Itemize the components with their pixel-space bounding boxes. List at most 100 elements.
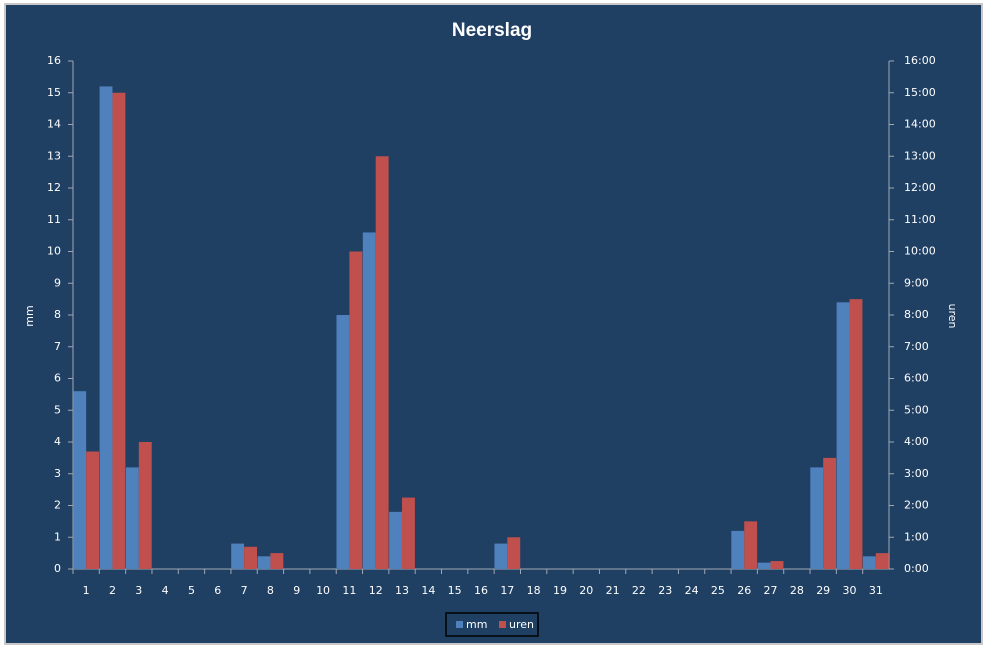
- x-tick-label: 28: [790, 584, 804, 597]
- bar: [731, 530, 745, 569]
- x-tick-label: 22: [632, 584, 646, 597]
- bar: [757, 562, 771, 569]
- y-axis-label: mm: [23, 305, 36, 326]
- x-tick-label: 20: [579, 584, 593, 597]
- x-tick-label: 9: [293, 584, 300, 597]
- bar: [810, 467, 824, 569]
- y2-axis-label: uren: [946, 304, 959, 329]
- x-tick-label: 23: [658, 584, 672, 597]
- x-tick-label: 4: [162, 584, 169, 597]
- y2-tick-label: 3:00: [904, 467, 929, 480]
- y2-tick-label: 10:00: [904, 245, 936, 258]
- chart-title: Neerslag: [452, 20, 532, 41]
- bar: [744, 521, 758, 569]
- x-tick-label: 13: [395, 584, 409, 597]
- y-tick-label: 3: [54, 467, 61, 480]
- y-tick-label: 5: [54, 403, 61, 416]
- legend-swatch: [456, 621, 463, 628]
- x-tick-label: 5: [188, 584, 195, 597]
- y-tick-label: 6: [54, 372, 61, 385]
- x-tick-label: 29: [816, 584, 830, 597]
- x-tick-label: 26: [737, 584, 751, 597]
- bar: [270, 553, 284, 569]
- x-tick-label: 24: [685, 584, 699, 597]
- x-tick-label: 31: [869, 584, 883, 597]
- y2-tick-label: 9:00: [904, 276, 929, 289]
- y-tick-label: 15: [47, 86, 61, 99]
- x-tick-label: 15: [448, 584, 462, 597]
- bar: [849, 299, 863, 569]
- x-tick-label: 7: [241, 584, 248, 597]
- y-tick-label: 1: [54, 530, 61, 543]
- bar: [112, 92, 126, 569]
- legend-box: [445, 612, 539, 637]
- x-tick-label: 25: [711, 584, 725, 597]
- x-tick-label: 6: [214, 584, 221, 597]
- bar: [125, 467, 139, 569]
- legend-label: uren: [509, 618, 534, 631]
- x-tick-label: 10: [316, 584, 330, 597]
- y2-tick-label: 8:00: [904, 308, 929, 321]
- y-tick-label: 10: [47, 245, 61, 258]
- y2-tick-label: 0:00: [904, 562, 929, 575]
- y2-tick-label: 15:00: [904, 86, 936, 99]
- y-tick-label: 9: [54, 276, 61, 289]
- bar: [770, 561, 784, 569]
- y2-tick-label: 5:00: [904, 403, 929, 416]
- bar: [362, 232, 376, 569]
- y-tick-label: 2: [54, 499, 61, 512]
- bar: [336, 315, 350, 569]
- bar: [402, 497, 415, 569]
- x-tick-label: 18: [527, 584, 541, 597]
- y2-tick-label: 7:00: [904, 340, 929, 353]
- y-tick-label: 4: [54, 435, 61, 448]
- x-tick-label: 1: [83, 584, 90, 597]
- y-tick-label: 8: [54, 308, 61, 321]
- y-tick-label: 7: [54, 340, 61, 353]
- x-tick-label: 3: [135, 584, 142, 597]
- y2-tick-label: 16:00: [904, 54, 936, 67]
- x-tick-label: 14: [421, 584, 435, 597]
- bar: [375, 156, 389, 569]
- x-tick-label: 21: [606, 584, 620, 597]
- x-tick-label: 11: [342, 584, 356, 597]
- bar: [823, 457, 837, 569]
- x-tick-label: 27: [764, 584, 778, 597]
- bar: [507, 537, 521, 569]
- x-tick-label: 30: [843, 584, 857, 597]
- bar: [836, 302, 850, 569]
- x-tick-label: 2: [109, 584, 116, 597]
- bar: [257, 556, 271, 569]
- legend-label: mm: [466, 618, 487, 631]
- bar: [875, 553, 889, 569]
- x-tick-label: 12: [369, 584, 383, 597]
- bar: [862, 556, 876, 569]
- y-tick-label: 13: [47, 149, 61, 162]
- y-tick-label: 14: [47, 118, 61, 131]
- x-tick-label: 8: [267, 584, 274, 597]
- y-tick-label: 0: [54, 562, 61, 575]
- bar: [99, 86, 113, 570]
- y2-tick-label: 13:00: [904, 149, 936, 162]
- y2-tick-label: 4:00: [904, 435, 929, 448]
- bar: [389, 511, 403, 569]
- bar: [138, 442, 152, 569]
- y2-tick-label: 1:00: [904, 530, 929, 543]
- y2-tick-label: 14:00: [904, 118, 936, 131]
- x-tick-label: 19: [553, 584, 567, 597]
- legend-swatch: [499, 621, 506, 628]
- y2-tick-label: 12:00: [904, 181, 936, 194]
- x-tick-label: 16: [474, 584, 488, 597]
- bar: [73, 391, 87, 569]
- y-tick-label: 12: [47, 181, 61, 194]
- x-tick-label: 17: [500, 584, 514, 597]
- y2-tick-label: 2:00: [904, 499, 929, 512]
- y2-tick-label: 11:00: [904, 213, 936, 226]
- bar: [244, 546, 257, 569]
- y-tick-label: 11: [47, 213, 61, 226]
- y2-tick-label: 6:00: [904, 372, 929, 385]
- bar: [231, 543, 245, 569]
- bar: [349, 251, 363, 569]
- y-tick-label: 16: [47, 54, 61, 67]
